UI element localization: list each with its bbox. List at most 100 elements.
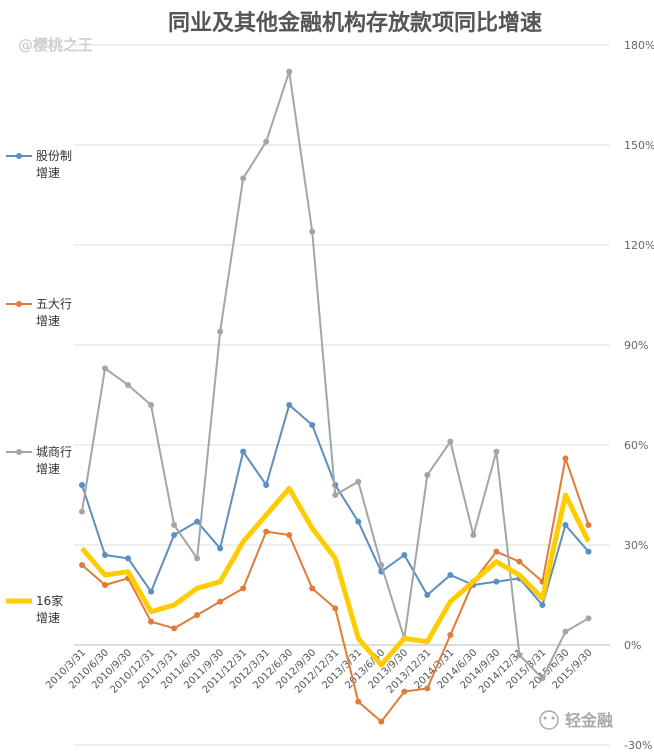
- data-point: [171, 625, 178, 632]
- legend-label: 增速: [36, 166, 60, 180]
- data-point: [562, 455, 569, 462]
- gridlines: [74, 44, 610, 746]
- data-point: [585, 548, 592, 555]
- watermark-bottom-group: 轻金融: [539, 710, 613, 730]
- data-point: [286, 532, 293, 538]
- data-point: [217, 598, 224, 605]
- wechat-icon-eye-left: [543, 716, 547, 720]
- legend-label: 增速: [36, 314, 60, 328]
- data-point: [539, 602, 546, 608]
- data-point: [79, 562, 85, 568]
- data-point: [585, 522, 592, 528]
- y-tick-label: 30%: [624, 539, 648, 552]
- data-point: [286, 68, 293, 75]
- data-point: [424, 472, 431, 478]
- wechat-icon: [539, 710, 559, 730]
- data-point: [355, 518, 362, 525]
- data-point: [102, 582, 109, 588]
- data-point: [470, 532, 477, 538]
- data-point: [424, 685, 431, 692]
- legend-marker: [16, 449, 22, 455]
- data-point: [355, 698, 362, 705]
- data-point: [240, 448, 247, 455]
- data-point: [148, 402, 155, 408]
- data-point: [240, 585, 247, 592]
- y-tick-label: 150%: [624, 139, 654, 152]
- data-point: [424, 592, 431, 598]
- data-point: [240, 175, 247, 182]
- y-tick-label: 180%: [624, 39, 654, 52]
- data-point: [309, 228, 316, 235]
- data-point: [194, 555, 201, 562]
- data-point: [148, 618, 155, 625]
- data-point: [309, 585, 316, 592]
- y-tick-label: -30%: [624, 739, 652, 752]
- wechat-icon-eye-right: [551, 716, 555, 720]
- data-point: [447, 632, 454, 638]
- legend-label: 增速: [36, 462, 60, 476]
- data-point: [263, 482, 270, 488]
- data-point: [79, 482, 85, 488]
- data-point: [332, 605, 339, 612]
- y-tick-label: 0%: [624, 639, 641, 652]
- data-point: [401, 552, 408, 558]
- data-point: [194, 612, 201, 618]
- series-16家增速: [80, 485, 591, 668]
- series-lines: [79, 68, 592, 725]
- watermark-top: @樱桃之王: [18, 36, 93, 54]
- series-line: [81, 70, 589, 680]
- data-point: [102, 552, 109, 558]
- data-point: [309, 422, 316, 428]
- data-point: [171, 532, 178, 538]
- data-point: [263, 138, 270, 145]
- data-point: [217, 328, 224, 335]
- data-point: [286, 402, 293, 408]
- data-point: [493, 448, 500, 455]
- series-line: [80, 485, 591, 668]
- data-point: [539, 675, 546, 682]
- data-point: [378, 562, 385, 568]
- data-point: [217, 545, 224, 552]
- data-point: [102, 365, 109, 372]
- data-point: [447, 572, 454, 578]
- data-point: [562, 522, 569, 528]
- data-point: [516, 558, 523, 565]
- data-point: [493, 578, 500, 585]
- series-城商行增速: [79, 68, 592, 682]
- legend-label: 16家: [36, 593, 63, 608]
- data-point: [332, 492, 339, 498]
- y-tick-label: 120%: [624, 239, 654, 252]
- data-point: [493, 548, 500, 555]
- chart-title: 同业及其他金融机构存放款项同比增速: [168, 10, 542, 36]
- y-tick-label: 90%: [624, 339, 648, 352]
- series-line: [81, 404, 590, 606]
- legend-marker: [16, 153, 22, 159]
- watermark-bottom: 轻金融: [565, 711, 613, 730]
- data-point: [171, 522, 178, 528]
- data-point: [79, 508, 85, 515]
- data-point: [194, 518, 201, 525]
- data-point: [125, 555, 132, 562]
- data-point: [401, 688, 408, 695]
- data-point: [125, 382, 132, 388]
- legend-label: 股份制: [36, 149, 72, 163]
- data-point: [355, 478, 362, 485]
- data-point: [148, 588, 155, 595]
- data-point: [378, 718, 385, 725]
- data-point: [585, 615, 592, 622]
- data-point: [516, 652, 523, 658]
- legend-label: 增速: [36, 611, 60, 625]
- y-axis-ticks: -30% 0% 30% 60% 90% 120% 150% 180%: [624, 39, 654, 752]
- legend-label: 城商行: [36, 444, 72, 459]
- legend-label: 五大行: [36, 297, 72, 311]
- x-axis-ticks: 2010/3/312010/6/302010/9/302010/12/31201…: [44, 647, 595, 696]
- data-point: [447, 438, 454, 445]
- y-tick-label: 60%: [624, 439, 648, 452]
- data-point: [263, 528, 270, 535]
